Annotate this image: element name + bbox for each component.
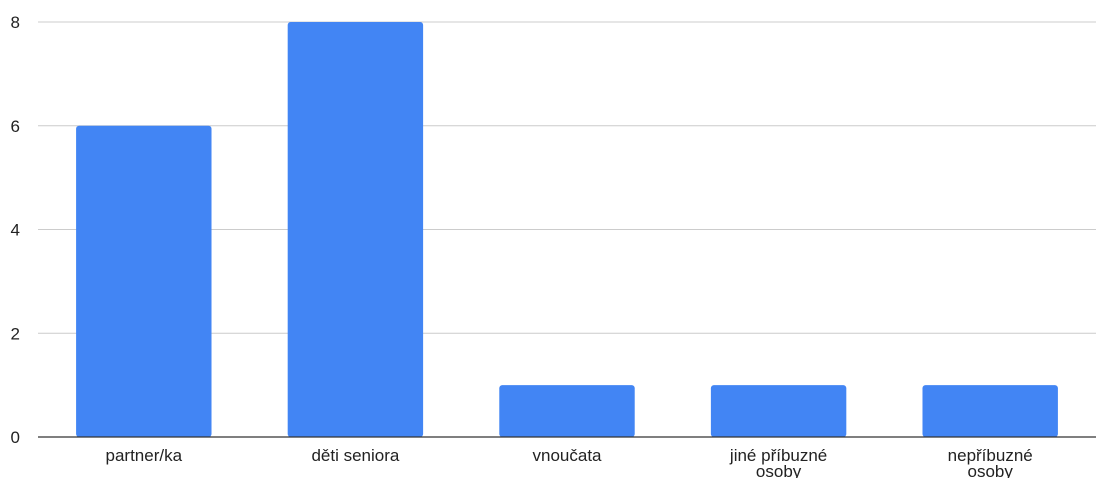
- x-category-label: nepříbuzné: [948, 446, 1033, 465]
- y-tick-label: 8: [11, 13, 20, 32]
- bar: [287, 22, 424, 437]
- x-category-label: vnoučata: [533, 446, 603, 465]
- x-category-label: partner/ka: [106, 446, 183, 465]
- x-category-labels: partner/ka děti seniora vnoučata jiné příbu…: [106, 446, 1033, 478]
- x-category-label: osoby: [968, 462, 1014, 478]
- x-category-label: jiné příbuzné: [729, 446, 827, 465]
- x-category-label: osoby: [756, 462, 802, 478]
- bar: [76, 125, 212, 437]
- bar: [499, 385, 635, 437]
- bar: [922, 385, 1058, 437]
- y-tick-label: 6: [11, 117, 20, 136]
- gridlines: [38, 21, 1096, 334]
- bar: [710, 385, 847, 437]
- x-category-label: děti seniora: [311, 446, 399, 465]
- y-tick-label: 2: [11, 324, 20, 343]
- y-tick-labels: 0 2 4 6 8: [11, 13, 20, 447]
- y-tick-label: 4: [11, 221, 20, 240]
- y-tick-label: 0: [11, 428, 20, 447]
- bars: [76, 22, 1058, 437]
